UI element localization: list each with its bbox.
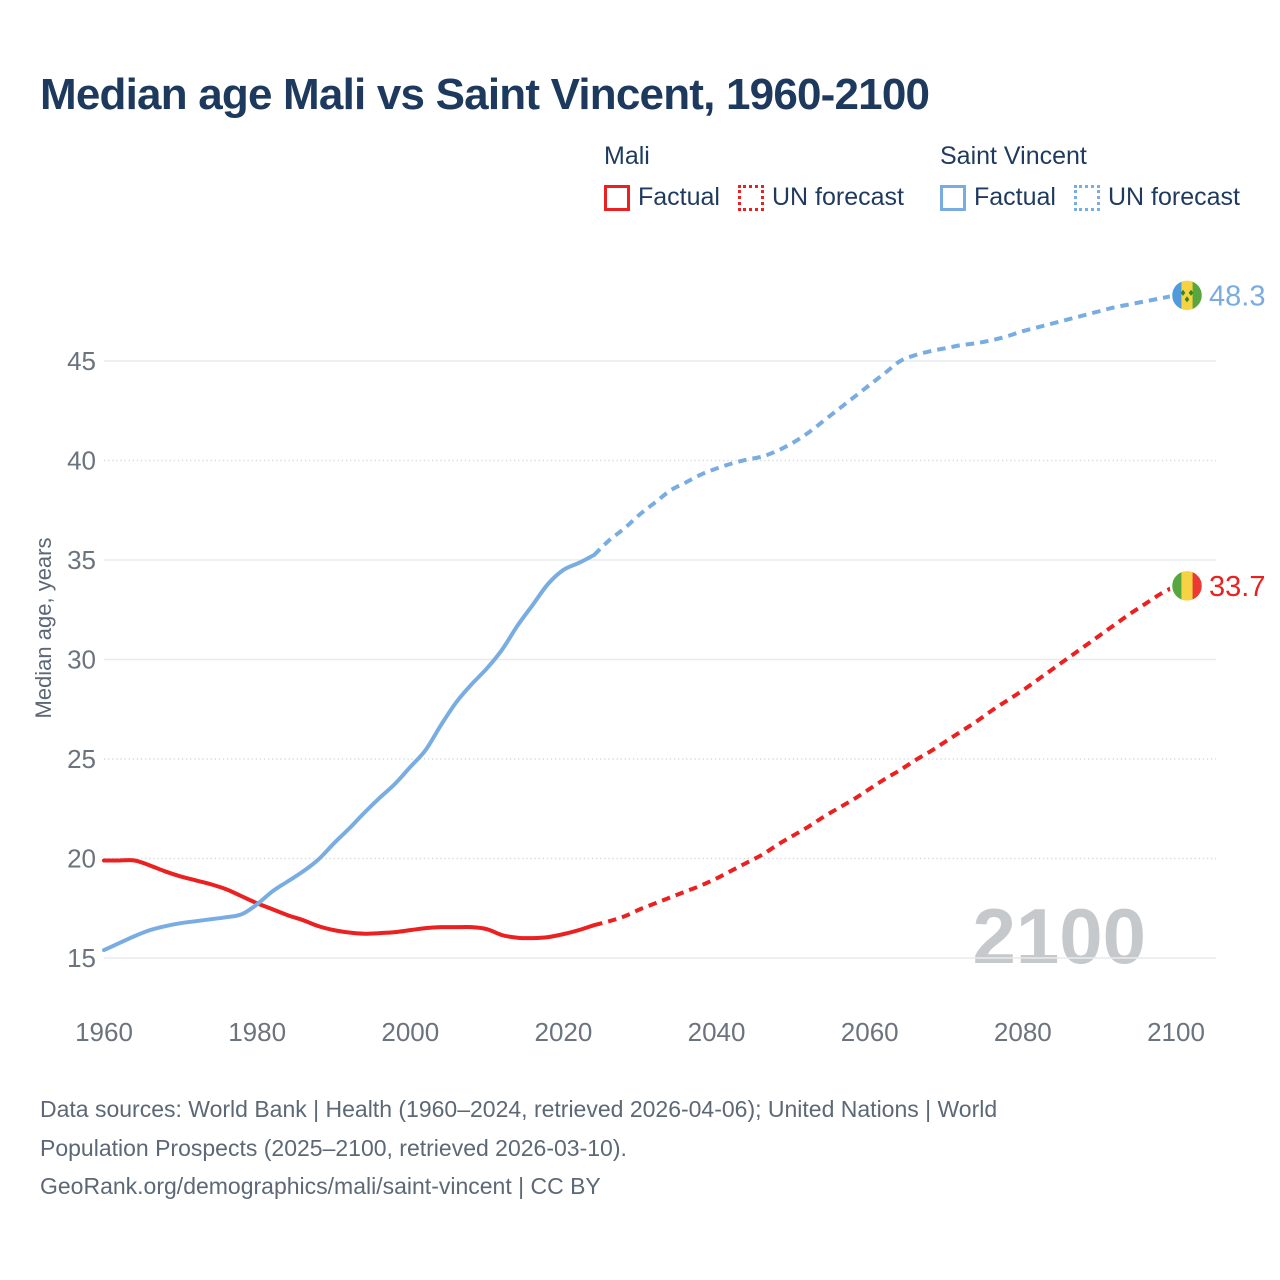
x-tick-label-2020: 2020 [535, 1017, 593, 1047]
mali-forecast-swatch-icon [737, 184, 764, 211]
mali-flag-icon [1171, 570, 1203, 602]
legend-header-saint-vincent: Saint Vincent [940, 142, 1087, 170]
mali-un-forecast-line [593, 584, 1177, 928]
saint-vincent-factual-swatch-icon [940, 184, 966, 211]
legend-item-mali-forecast[interactable]: UN forecast [737, 183, 904, 212]
y-tick-label-20: 20 [67, 844, 96, 874]
mali-value-label: 33.7 [1209, 571, 1265, 603]
mali-flag-ring [1169, 568, 1205, 604]
legend-item-mali-factual[interactable]: Factual [604, 183, 720, 212]
watermark-year: 2100 [972, 892, 1146, 980]
legend-item-saint-vincent-factual[interactable]: Factual [940, 183, 1056, 212]
x-tick-label-2000: 2000 [381, 1017, 439, 1047]
saint-vincent-factual-line [102, 553, 597, 953]
legend-label: Factual [638, 183, 720, 211]
saint-vincent-flag-icon [1171, 279, 1203, 311]
saint-vincent-forecast-swatch-icon [1073, 184, 1100, 211]
saint-vincent-un-forecast-line [592, 293, 1177, 557]
x-tick-label-2080: 2080 [994, 1017, 1052, 1047]
x-tick-label-2060: 2060 [841, 1017, 899, 1047]
legend-label: Factual [974, 183, 1056, 211]
y-tick-label-30: 30 [67, 645, 96, 675]
legend-group-mali: Mali Factual UN forecast [604, 142, 922, 212]
legend-row-mali: Factual UN forecast [604, 183, 922, 212]
x-tick-label-2100: 2100 [1147, 1017, 1205, 1047]
legend-label: UN forecast [771, 183, 904, 211]
legend-label: UN forecast [1107, 183, 1240, 211]
footer-attribution-url: GeoRank.org/demographics/mali/saint-vinc… [40, 1173, 601, 1199]
legend-group-saint-vincent: Saint Vincent Factual UN forecast [940, 142, 1258, 212]
legend-header-mali: Mali [604, 142, 650, 170]
y-tick-label-40: 40 [67, 446, 96, 476]
x-tick-label-1980: 1980 [228, 1017, 286, 1047]
saint-vincent-value-label: 48.3 [1209, 280, 1265, 312]
mali-factual-swatch-icon [604, 184, 630, 211]
footer-data-sources-line2: Population Prospects (2025–2100, retriev… [40, 1134, 627, 1161]
y-tick-label-45: 45 [67, 346, 96, 376]
legend-item-saint-vincent-forecast[interactable]: UN forecast [1073, 183, 1240, 212]
y-tick-label-25: 25 [67, 744, 96, 774]
saint-vincent-flag-ring [1169, 278, 1205, 313]
x-tick-label-1960: 1960 [75, 1017, 133, 1047]
y-tick-label-15: 15 [67, 943, 96, 973]
y-tick-label-35: 35 [67, 545, 96, 575]
footer: Data sources: World Bank | Health (1960–… [40, 1090, 997, 1206]
footer-data-sources-line1: Data sources: World Bank | Health (1960–… [40, 1096, 998, 1122]
legend-row-saint-vincent: Factual UN forecast [940, 183, 1258, 212]
chart-title: Median age Mali vs Saint Vincent, 1960-2… [40, 70, 930, 119]
x-tick-label-2040: 2040 [688, 1017, 746, 1047]
mali-factual-line [102, 858, 597, 941]
